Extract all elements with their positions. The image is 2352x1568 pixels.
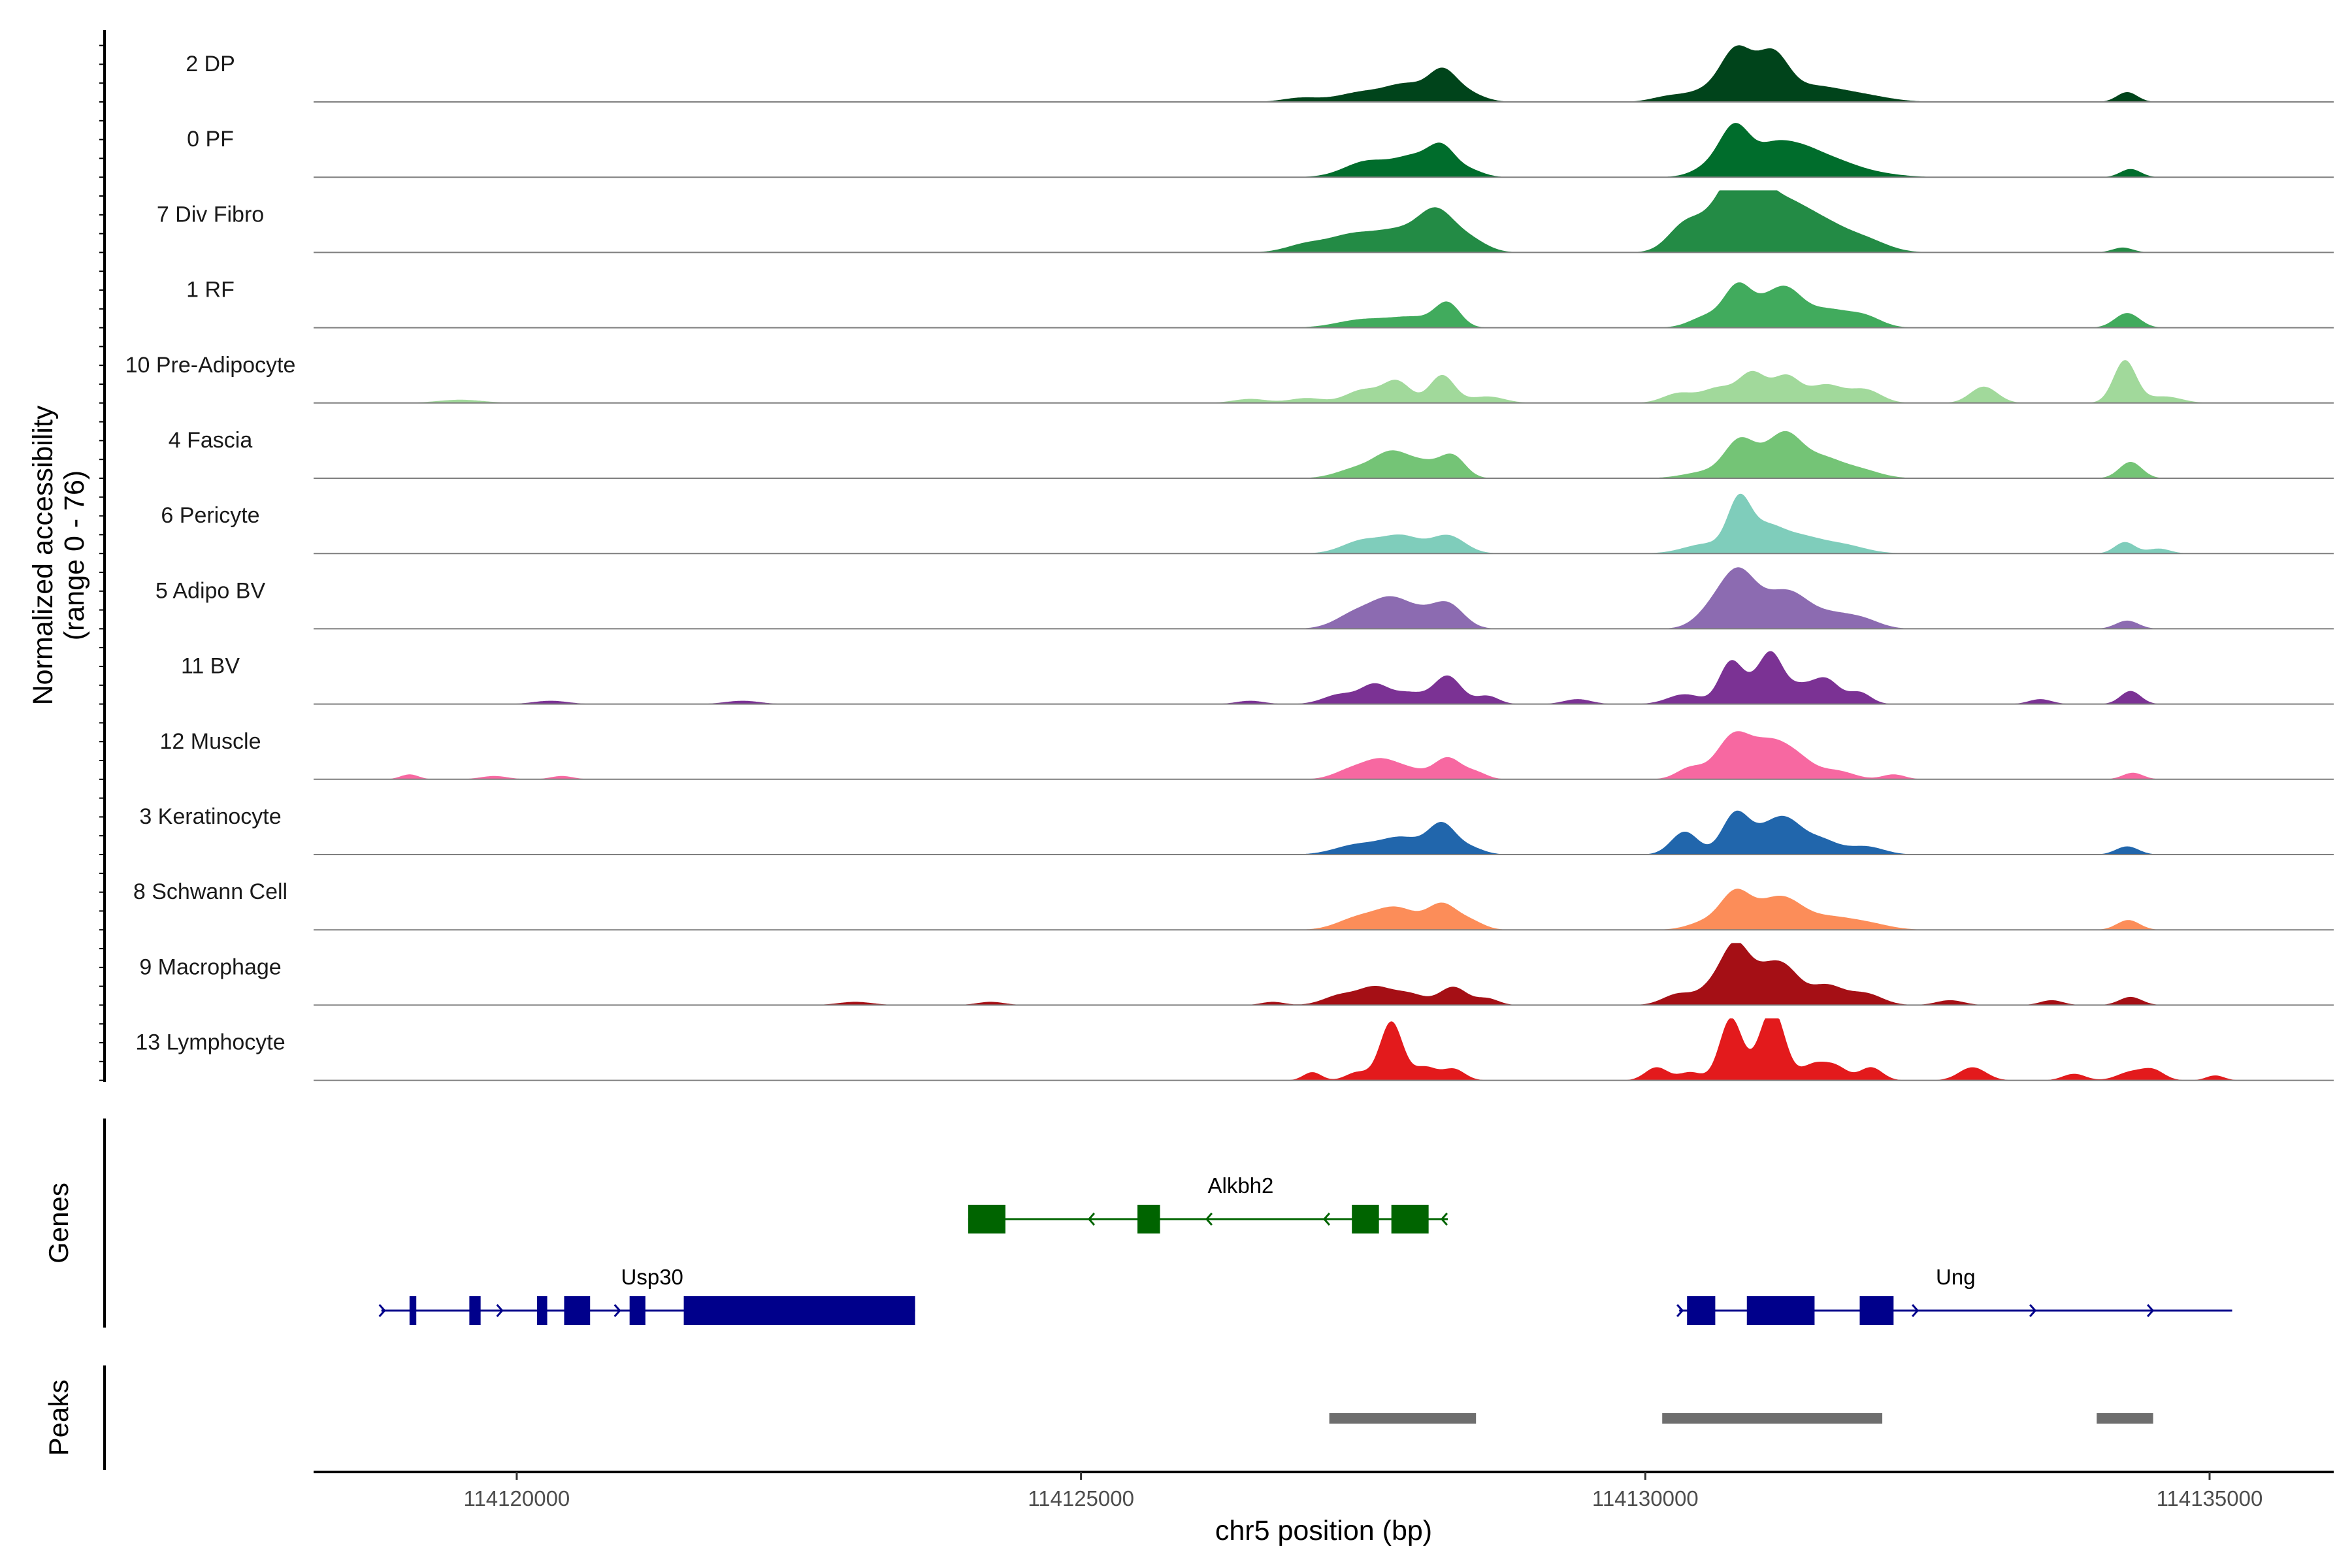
accessibility-area [314,567,2334,629]
gene-exon [1859,1296,1894,1325]
track-label: 3 Keratinocyte [139,804,281,829]
gene-exon [469,1296,481,1325]
x-axis-title: chr5 position (bp) [1215,1515,1432,1546]
accessibility-area [314,810,2334,855]
accessibility-area [314,889,2334,930]
track-label: 13 Lymphocyte [135,1030,285,1055]
gene-name-label: Ung [1936,1265,1976,1289]
track-label: 0 PF [187,127,234,152]
coverage-y-ticks [99,44,105,1081]
accessibility-area [314,45,2334,102]
track-label: 6 Pericyte [161,503,259,528]
track-13-lymphocyte: 13 Lymphocyte [135,1018,2334,1081]
track-11-bv: 11 BV [181,651,2334,705]
x-tick-label: 114130000 [1592,1486,1699,1511]
track-6-pericyte: 6 Pericyte [161,493,2334,555]
gene-exon [968,1205,1005,1233]
strand-arrow [1440,1213,1448,1226]
track-label: 2 DP [186,52,235,76]
track-label: 4 Fascia [169,428,253,453]
accessibility-area [314,360,2334,403]
x-tick-label: 114120000 [464,1486,570,1511]
peaks-panel-title: Peaks [43,1380,74,1456]
track-label: 5 Adipo BV [155,578,266,603]
y-axis-title-line-2: (range 0 - 76) [59,470,90,641]
coverage-tracks: 2 DP 0 PF 7 Div Fibro 1 RF 10 Pre-Adipocyte 4… [125,45,2334,1081]
accessibility-area [314,493,2334,554]
strand-arrow [378,1304,386,1317]
gene-exon [1391,1205,1429,1233]
gene-name-label: Usp30 [621,1265,683,1289]
accessibility-area [314,1018,2334,1081]
track-label: 12 Muscle [160,729,261,754]
y-axis-title: Normalized accessibility (range 0 - 76) [27,405,90,705]
genes-panel-title: Genes [43,1183,74,1264]
strand-arrow [1676,1304,1684,1317]
strand-arrow [1087,1213,1096,1226]
peak-region [1329,1413,1477,1424]
track-label: 10 Pre-Adipocyte [125,353,296,378]
track-label: 7 Div Fibro [157,202,264,227]
track-8-schwann-cell: 8 Schwann Cell [133,879,2334,931]
strand-arrow [496,1304,504,1317]
track-2-dp: 2 DP [186,45,2334,103]
accessibility-area [314,282,2334,328]
strand-arrow [2146,1304,2155,1317]
x-tick-label: 114125000 [1028,1486,1134,1511]
strand-arrow [1322,1213,1331,1226]
peaks-track [1329,1413,2153,1424]
gene-exon [1352,1205,1379,1233]
track-label: 9 Macrophage [139,955,281,979]
gene-exon [564,1296,591,1325]
strand-arrow [613,1304,621,1317]
gene-exon [537,1296,547,1325]
track-0-pf: 0 PF [187,123,2334,178]
gene-exon [1137,1205,1160,1233]
gene-exon [1746,1296,1815,1325]
accessibility-area [314,431,2334,478]
peak-region [1662,1413,1883,1424]
accessibility-area [314,731,2334,779]
track-label: 1 RF [186,278,235,302]
strand-arrow [1911,1304,1919,1317]
gene-exon [1687,1296,1716,1325]
track-5-adipo-bv: 5 Adipo BV [155,567,2334,630]
gene-alkbh2: Alkbh2 [968,1173,1448,1233]
track-10-pre-adipocyte: 10 Pre-Adipocyte [125,353,2334,404]
gene-exon [629,1296,645,1325]
track-4-fascia: 4 Fascia [169,428,2334,479]
x-tick-label: 114135000 [2157,1486,2263,1511]
peak-region [2097,1413,2153,1424]
strand-arrow [1205,1213,1213,1226]
track-label: 11 BV [181,654,240,679]
y-axis-title-line-1: Normalized accessibility [27,405,59,705]
track-3-keratinocyte: 3 Keratinocyte [139,804,2334,855]
gene-usp30: Usp30 [378,1265,915,1325]
track-label: 8 Schwann Cell [133,879,287,904]
gene-exon [683,1296,915,1325]
gene-exon [409,1296,417,1325]
strand-arrow [2029,1304,2037,1317]
track-9-macrophage: 9 Macrophage [139,943,2334,1006]
track-12-muscle: 12 Muscle [160,729,2334,780]
accessibility-area [314,190,2334,253]
genes-track: Alkbh2 Usp30 Ung [378,1173,2232,1325]
x-axis-ticks: 114120000 114125000 114130000 114135000 [464,1472,2263,1511]
gene-ung: Ung [1676,1265,2232,1325]
accessibility-area [314,123,2334,178]
accessibility-area [314,943,2334,1005]
gene-name-label: Alkbh2 [1207,1173,1273,1198]
accessibility-area [314,651,2334,704]
track-1-rf: 1 RF [186,278,2334,329]
track-7-div-fibro: 7 Div Fibro [157,190,2334,253]
